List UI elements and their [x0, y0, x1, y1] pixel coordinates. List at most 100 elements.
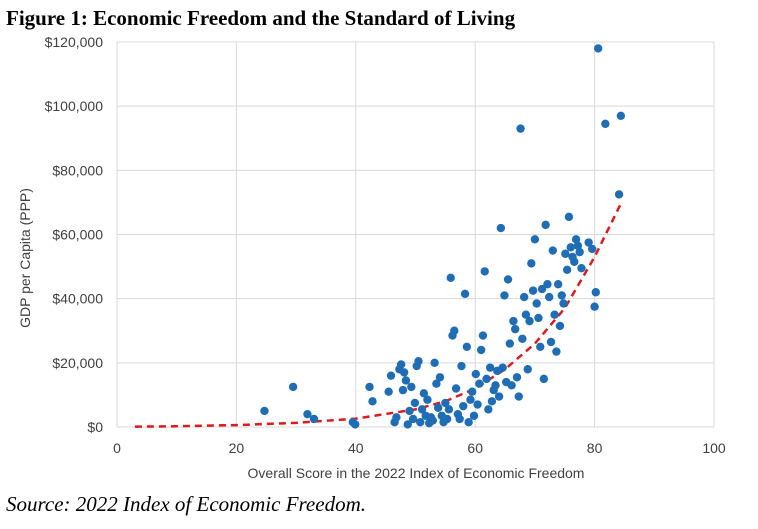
y-tick-label: $20,000 [52, 355, 103, 371]
data-point [416, 417, 425, 427]
data-point [473, 400, 482, 409]
data-point [534, 313, 543, 323]
figure-source: Source: 2022 Index of Economic Freedom. [6, 492, 366, 516]
data-point [457, 361, 466, 371]
data-point [460, 289, 470, 299]
data-point [417, 405, 427, 414]
data-point [407, 382, 416, 392]
data-point [503, 275, 513, 284]
data-point [419, 389, 429, 398]
data-point [365, 382, 374, 392]
data-point [588, 244, 597, 254]
data-point [516, 124, 525, 133]
data-point [514, 392, 523, 401]
data-point [491, 381, 500, 390]
data-point [584, 238, 593, 247]
data-point [552, 347, 561, 356]
y-axis-ticks: $0 $20,000 $40,000 $60,000 $80,000 $100,000 $1… [45, 34, 104, 435]
x-tick-label: 60 [467, 440, 483, 456]
y-tick-label: $40,000 [52, 291, 103, 307]
data-point [525, 316, 534, 326]
x-tick-label: 20 [229, 440, 245, 456]
data-points [260, 44, 626, 429]
data-point [496, 223, 506, 233]
data-point [414, 357, 423, 366]
data-point [410, 398, 420, 408]
data-point [518, 334, 527, 343]
x-axis-ticks: 0 20 40 60 80 100 [113, 440, 726, 456]
data-point [432, 379, 441, 388]
figure-title: Figure 1: Economic Freedom and the Stand… [6, 6, 516, 30]
data-point [435, 373, 445, 382]
data-point [543, 280, 552, 289]
data-point [553, 280, 563, 289]
data-point [498, 363, 507, 372]
data-point [593, 44, 603, 53]
y-tick-label: $100,000 [45, 98, 104, 114]
data-point [478, 331, 488, 340]
x-tick-label: 0 [113, 440, 121, 456]
data-point [476, 345, 486, 355]
data-point [536, 342, 545, 351]
data-point [505, 339, 515, 348]
data-point [471, 369, 480, 379]
data-point [455, 414, 464, 424]
data-point [577, 263, 586, 273]
data-point [351, 420, 360, 429]
data-point [423, 395, 432, 404]
data-point [487, 397, 497, 406]
data-point [590, 302, 599, 311]
data-point [614, 190, 624, 199]
data-point [494, 392, 504, 401]
data-point [507, 381, 516, 390]
data-point [575, 247, 584, 257]
data-point [564, 212, 574, 222]
data-point [396, 360, 406, 369]
data-point [545, 292, 554, 302]
data-point [485, 363, 495, 372]
data-point [446, 273, 455, 283]
data-point [428, 416, 438, 425]
data-point [591, 288, 600, 297]
data-point [468, 387, 477, 396]
data-point [466, 395, 475, 404]
data-point [519, 292, 529, 302]
y-tick-label: $0 [87, 419, 103, 435]
data-point [521, 310, 531, 319]
x-tick-label: 100 [702, 440, 726, 456]
trendline-path [134, 201, 623, 428]
data-point [532, 299, 541, 308]
x-axis-label: Overall Score in the 2022 Index of Econo… [248, 465, 585, 481]
data-point [573, 241, 583, 250]
trendline [134, 201, 623, 428]
data-point [403, 420, 412, 429]
y-tick-label: $120,000 [45, 34, 104, 50]
data-point [368, 397, 377, 406]
data-point [398, 385, 408, 395]
data-point [570, 257, 579, 266]
data-point [464, 417, 473, 427]
data-point [616, 111, 626, 120]
y-tick-label: $60,000 [52, 227, 103, 243]
data-point [386, 371, 396, 380]
data-point [601, 119, 610, 129]
data-point [482, 374, 491, 384]
data-point [433, 403, 443, 412]
data-point [475, 379, 484, 388]
data-point [401, 376, 411, 385]
data-point [459, 401, 468, 411]
data-point [528, 286, 538, 295]
data-point [450, 326, 459, 335]
data-point [500, 291, 509, 300]
x-tick-label: 80 [587, 440, 603, 456]
x-tick-label: 40 [348, 440, 364, 456]
data-point [484, 405, 493, 414]
data-point [557, 291, 566, 300]
data-point [509, 316, 518, 326]
data-point [462, 342, 472, 351]
data-point [541, 220, 550, 230]
data-point [539, 374, 549, 384]
data-point [444, 405, 454, 414]
data-point [469, 411, 479, 420]
